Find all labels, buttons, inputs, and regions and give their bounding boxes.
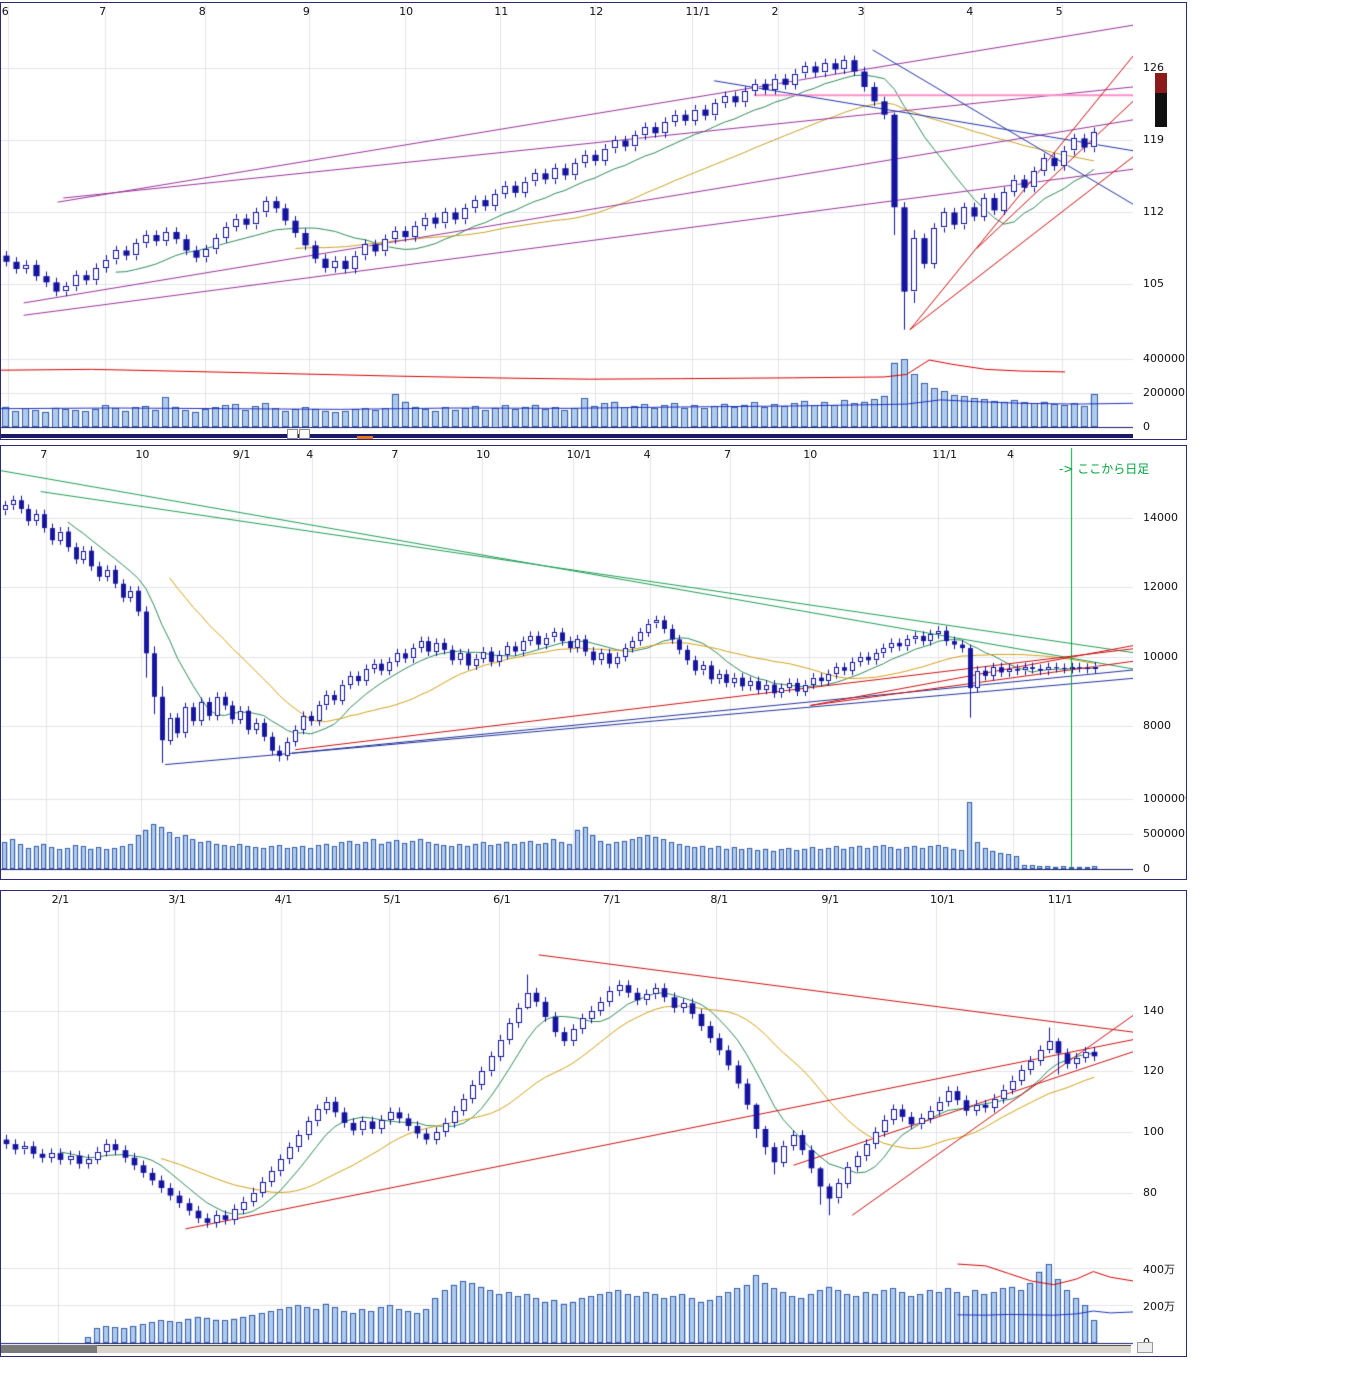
footer-button[interactable] — [299, 429, 310, 439]
h-scrollbar-button[interactable] — [1137, 1342, 1153, 1353]
x-axis-label: 6/1 — [493, 893, 511, 906]
x-axis-label: 10/1 — [930, 893, 955, 906]
y-axis-label: 80 — [1143, 1185, 1157, 1199]
volume-axis-label: 500000 — [1143, 826, 1185, 840]
x-axis-label: 10/1 — [566, 448, 592, 461]
x-axis-label: 7 — [724, 448, 731, 461]
volume-axis-label: 0 — [1143, 862, 1150, 875]
x-axis-label: 2/1 — [51, 893, 70, 906]
x-axis-label: 9 — [302, 5, 310, 18]
price-marker — [1155, 72, 1167, 94]
x-axis-label: 4/1 — [274, 893, 293, 906]
x-axis-label: 11/1 — [932, 448, 957, 461]
volume-axis-label: 200万 — [1143, 1300, 1175, 1314]
x-axis-label: 4 — [1007, 448, 1014, 461]
x-axis-label: 4 — [306, 448, 314, 461]
y-axis-label: 105 — [1143, 277, 1164, 291]
y-axis-label: 100 — [1143, 1125, 1164, 1138]
h-scrollbar-track[interactable] — [1, 1345, 1131, 1353]
y-axis-label: 8000 — [1143, 719, 1171, 733]
x-axis-label: 4 — [966, 5, 974, 18]
chart-panel-middle-weekly: 7 10 9/1 4 7 10 10/1 4 7 10 11/1 4 14000 12000 10000 8… — [0, 445, 1187, 880]
x-axis-label: 10 — [803, 448, 818, 461]
volume-axis-label: 200000 — [1143, 386, 1185, 400]
x-axis-label: 5/1 — [383, 893, 401, 906]
x-axis-label: 11/1 — [1047, 893, 1073, 906]
x-axis-label: 11/1 — [685, 5, 711, 18]
volume-axis-label: 400万 — [1143, 1262, 1175, 1276]
x-axis-label: 7 — [40, 448, 48, 461]
x-axis-label: 8/1 — [710, 893, 729, 906]
x-axis-label: 3 — [857, 5, 865, 18]
y-axis-label: 10000 — [1143, 649, 1178, 663]
x-axis-label: 8 — [198, 5, 206, 18]
volume-axis-label: 400000 — [1143, 352, 1185, 366]
daily-from-here-annotation: -> ここから日足 — [1059, 462, 1150, 476]
y-axis-label: 126 — [1143, 61, 1164, 75]
x-axis-label: 12 — [589, 5, 604, 18]
price-marker — [1155, 93, 1167, 128]
chart-panel-top-daily: 6 7 8 9 10 11 12 11/1 2 3 4 5 126 119 112 105 400000 200… — [0, 2, 1187, 440]
candlestick-volume-canvas-middle[interactable] — [1, 446, 1133, 879]
y-axis-label: 112 — [1143, 205, 1164, 219]
y-axis-label: 140 — [1143, 1003, 1164, 1017]
x-axis-label: 10 — [399, 5, 414, 18]
candlestick-volume-canvas-bottom[interactable] — [1, 891, 1133, 1356]
x-axis-label: 4 — [643, 448, 651, 461]
x-axis-label: 3/1 — [168, 893, 186, 906]
footer-marker — [357, 436, 373, 439]
volume-axis-label: 1000000 — [1143, 791, 1186, 805]
y-axis-label: 120 — [1143, 1064, 1164, 1078]
chart-panel-bottom-daily: 2/1 3/1 4/1 5/1 6/1 7/1 8/1 9/1 10/1 11/1 140 120 1… — [0, 890, 1187, 1357]
x-axis-label: 11 — [494, 5, 509, 18]
x-axis-label: 7 — [99, 5, 107, 18]
x-axis-label: 7/1 — [602, 893, 621, 906]
x-axis-label: 6 — [1, 5, 9, 18]
candlestick-volume-canvas-top[interactable] — [1, 3, 1133, 439]
x-axis-label: 9/1 — [821, 893, 840, 906]
x-axis-label: 10 — [476, 448, 491, 461]
x-axis-label: 7 — [391, 448, 399, 461]
y-axis-label: 12000 — [1143, 580, 1178, 594]
volume-axis-label: 0 — [1143, 420, 1150, 433]
footer-button[interactable] — [287, 429, 298, 439]
y-axis-label: 119 — [1143, 133, 1164, 147]
x-axis-label: 5 — [1055, 5, 1063, 18]
y-axis-label: 14000 — [1143, 510, 1178, 524]
x-axis-label: 9/1 — [232, 448, 251, 461]
x-axis-label: 2 — [771, 5, 779, 18]
bottom-axis-bar — [1, 434, 1133, 438]
x-axis-label: 10 — [135, 448, 150, 461]
h-scrollbar-thumb[interactable] — [1, 1345, 97, 1353]
